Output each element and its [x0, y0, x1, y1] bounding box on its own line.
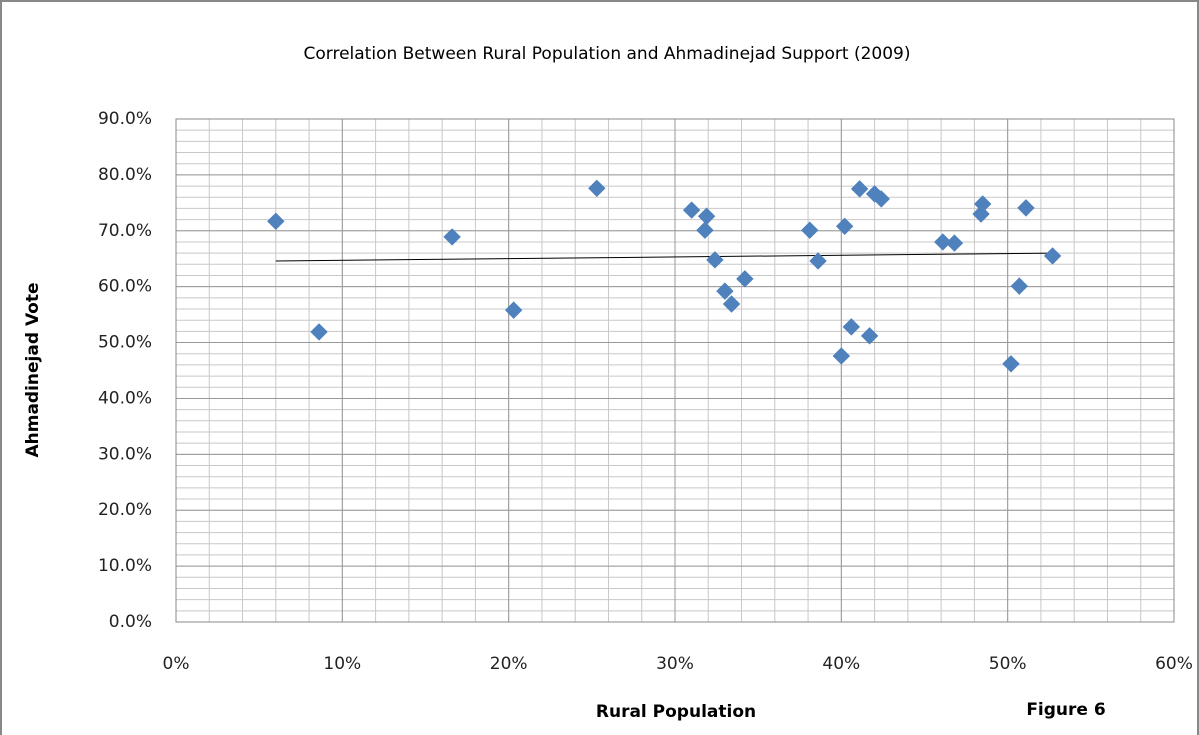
y-tick-label: 60.0% [98, 277, 152, 297]
data-point [1043, 247, 1062, 265]
data-point [682, 201, 701, 219]
data-point [974, 195, 992, 213]
data-point [801, 221, 819, 239]
y-tick-label: 0.0% [109, 612, 152, 632]
data-point [696, 221, 714, 239]
data-point [736, 270, 754, 288]
data-point [860, 327, 879, 345]
data-point [835, 217, 854, 236]
y-tick-label: 10.0% [98, 556, 152, 576]
x-tick-label: 20% [490, 654, 528, 674]
plot-border [175, 118, 1175, 623]
data-point [504, 301, 523, 319]
figure-label: Figure 6 [1026, 700, 1105, 720]
y-tick-label: 90.0% [98, 109, 152, 129]
data-point [310, 323, 328, 341]
data-point [1017, 199, 1035, 217]
x-tick-label: 10% [323, 654, 361, 674]
x-tick-label: 0% [163, 654, 190, 674]
data-point [267, 212, 285, 230]
data-point [832, 347, 851, 365]
grid: 0.0% 10.0% 20.0% 30.0% 40.0% 50.0% 60.0% 70.0% 8… [98, 109, 1193, 674]
data-point [588, 179, 606, 198]
data-point [1010, 277, 1029, 295]
x-tick-label: 50% [989, 654, 1027, 674]
trendline [275, 252, 1055, 262]
y-tick-label: 20.0% [98, 500, 152, 520]
x-tick-label: 30% [656, 654, 694, 674]
data-point [809, 252, 827, 270]
data-point [716, 282, 734, 300]
data-point [945, 234, 964, 252]
y-tick-label: 80.0% [98, 165, 152, 185]
data-point [872, 190, 890, 208]
y-tick-label: 50.0% [98, 333, 152, 353]
data-point [722, 295, 741, 313]
marks [267, 179, 1062, 373]
data-point [443, 228, 461, 246]
data-point [1002, 355, 1020, 373]
x-tick-label: 60% [1155, 654, 1193, 674]
y-axis-title: Ahmadinejad Vote [23, 282, 43, 457]
y-tick-label: 40.0% [98, 388, 152, 408]
chart-title: Correlation Between Rural Population and… [304, 44, 911, 64]
x-axis-title: Rural Population [596, 702, 756, 722]
data-point [842, 318, 861, 336]
y-tick-label: 70.0% [98, 221, 152, 241]
data-point [934, 233, 952, 251]
data-point [706, 251, 724, 269]
data-point [850, 180, 869, 198]
y-tick-label: 30.0% [98, 444, 152, 464]
x-tick-label: 40% [822, 654, 860, 674]
